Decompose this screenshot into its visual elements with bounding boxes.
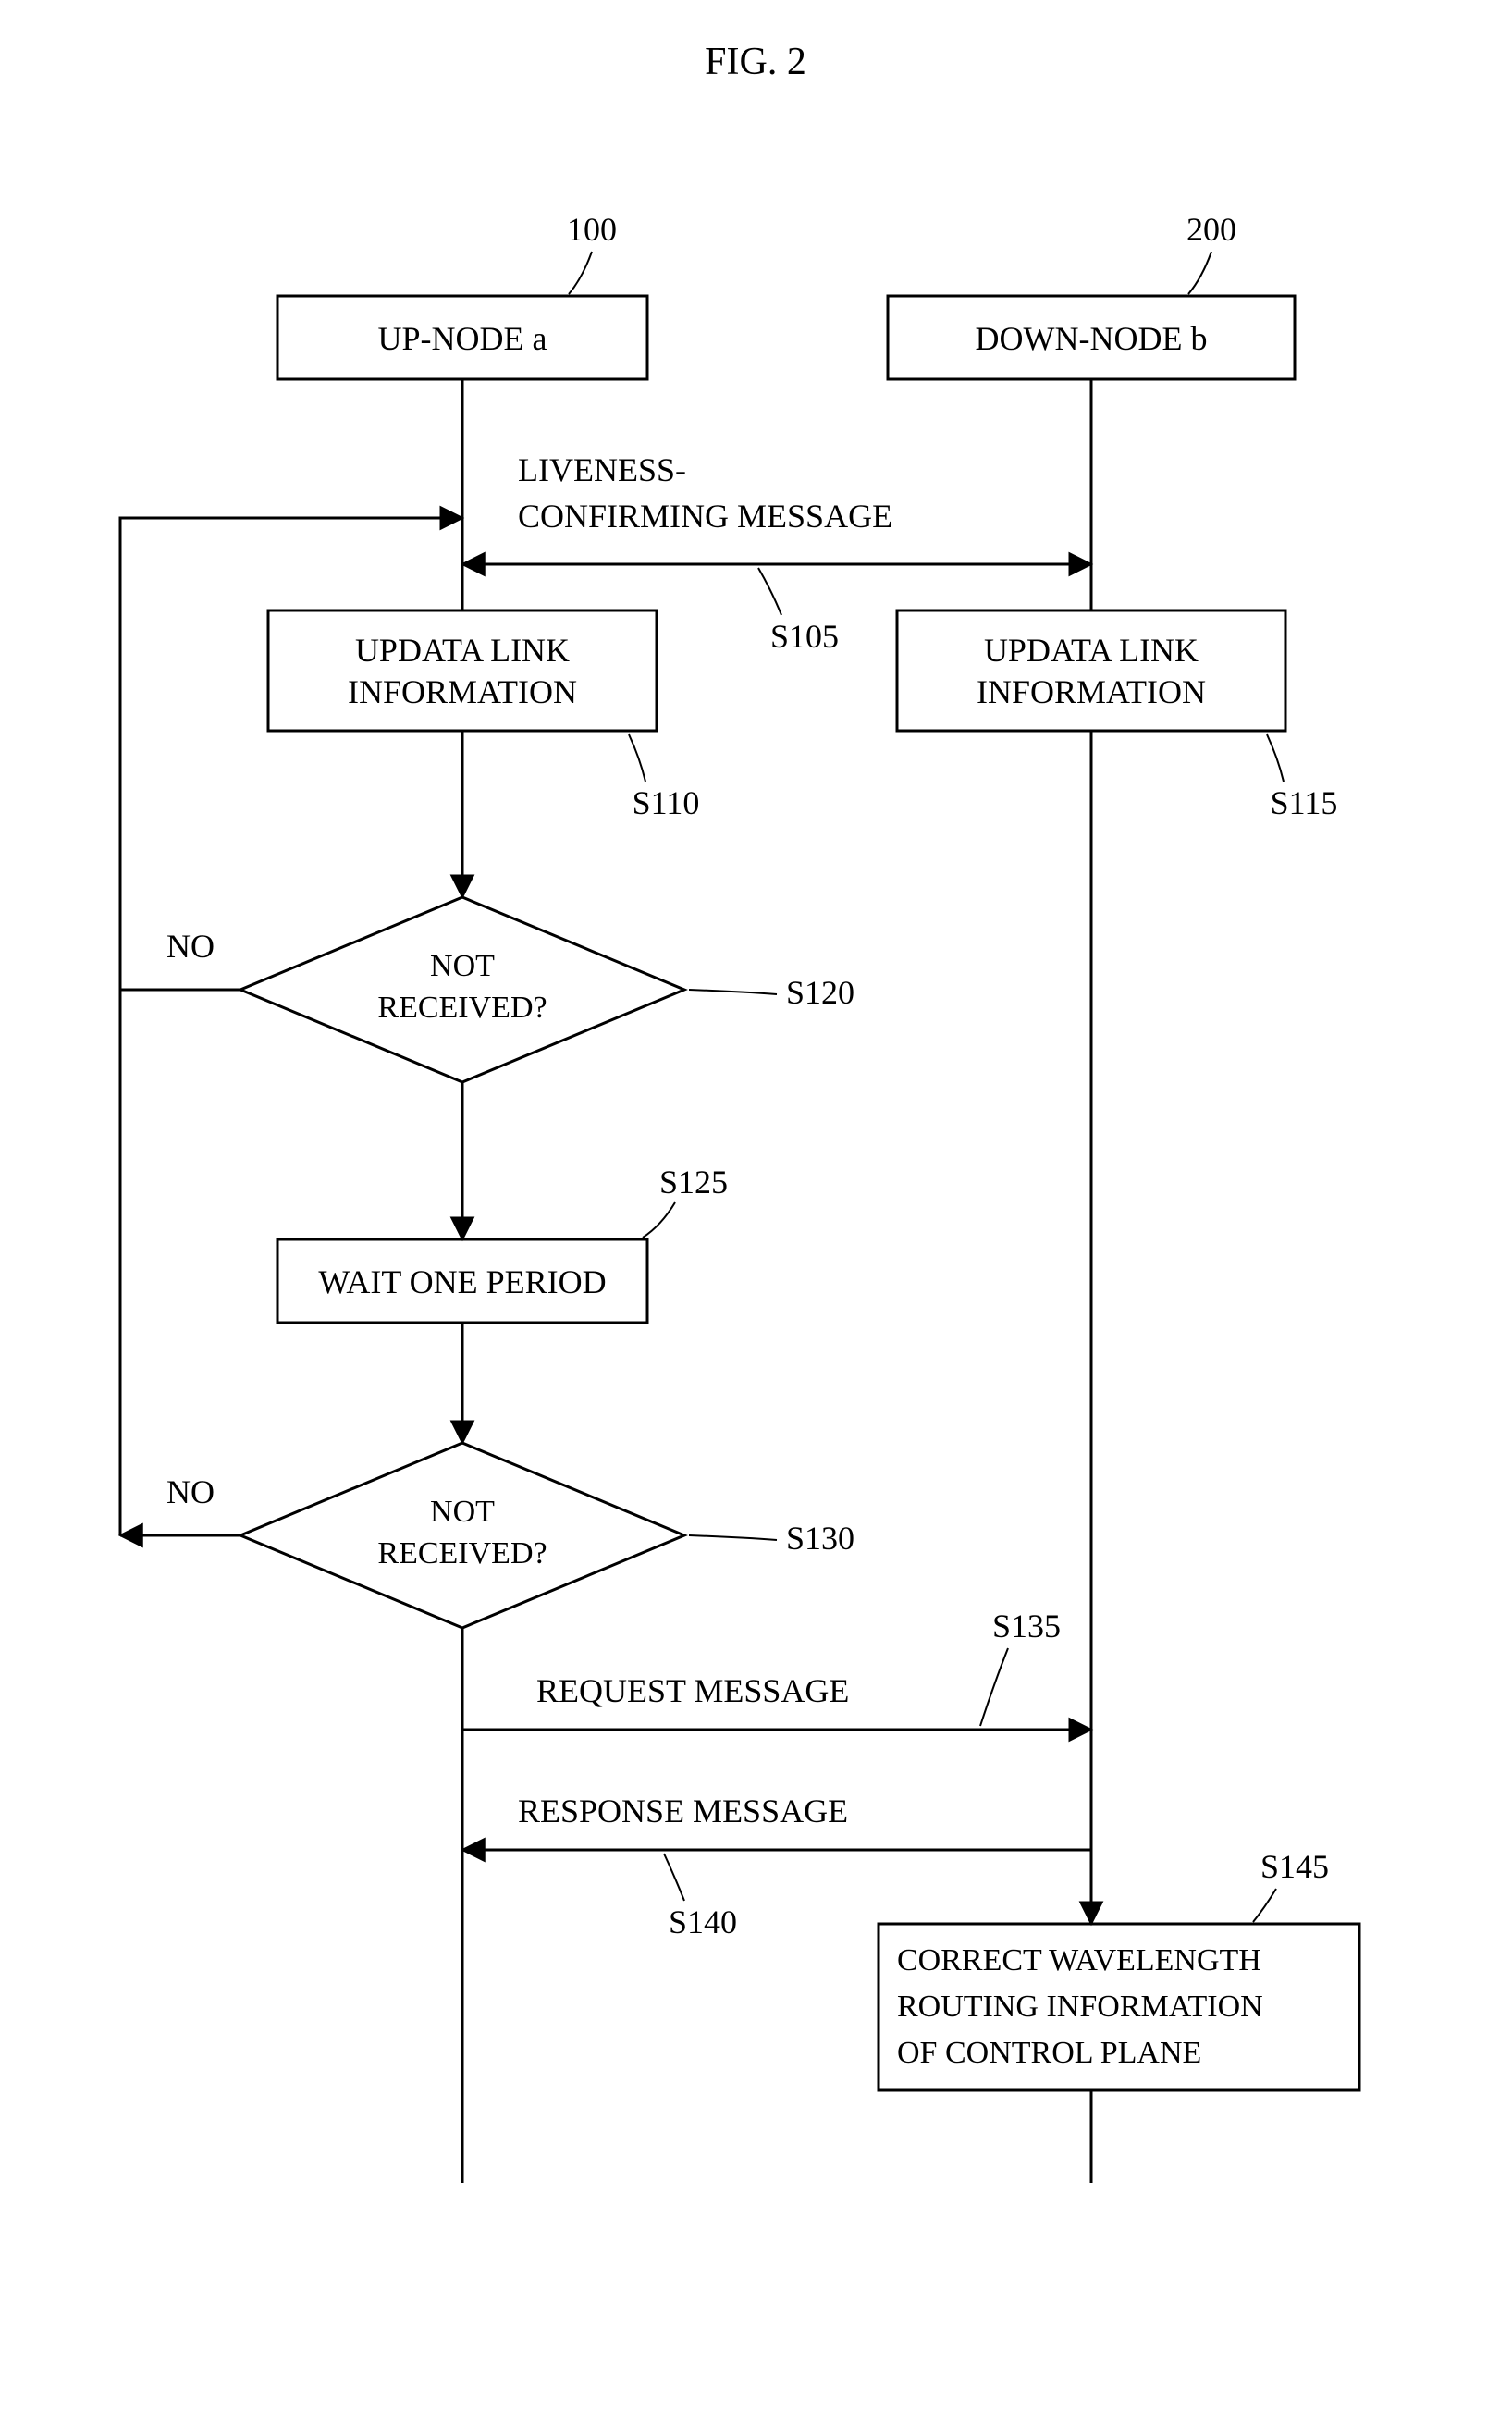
ref-s145-leader [1253,1889,1276,1922]
n115-line2: INFORMATION [977,673,1206,710]
ref-s110: S110 [633,784,700,821]
d130-line1: NOT [430,1495,495,1529]
figure-title: FIG. 2 [705,41,806,83]
ref-s140-leader [664,1854,684,1901]
n145-box: CORRECT WAVELENGTH ROUTING INFORMATION O… [879,1924,1359,2090]
n110-box: UPDATA LINK INFORMATION [268,610,657,731]
n145-line2: ROUTING INFORMATION [897,1990,1263,2024]
ref-s115: S115 [1271,784,1338,821]
down-node-box: DOWN-NODE b [888,296,1295,379]
up-node-box: UP-NODE a [277,296,647,379]
d130-diamond: NOT RECEIVED? [240,1443,684,1628]
msg-s105-text1: LIVENESS- [518,451,686,488]
ref-200-leader [1188,252,1211,294]
ref-s105-leader [758,568,781,615]
n125-box: WAIT ONE PERIOD [277,1239,647,1323]
n110-line2: INFORMATION [348,673,577,710]
d120-line1: NOT [430,949,495,983]
d130-line2: RECEIVED? [377,1536,547,1571]
up-node-label: UP-NODE a [378,320,547,357]
d130-no-label: NO [166,1473,215,1510]
msg-s140-label: RESPONSE MESSAGE [518,1793,848,1829]
ref-s120: S120 [786,974,854,1011]
d120-no-label: NO [166,928,215,965]
ref-100-leader [569,252,592,294]
ref-s140: S140 [669,1903,737,1940]
n115-line1: UPDATA LINK [984,632,1199,669]
ref-s105: S105 [770,618,839,655]
n145-line1: CORRECT WAVELENGTH [897,1943,1261,1977]
ref-s110-leader [629,734,645,782]
down-node-label: DOWN-NODE b [976,320,1208,357]
ref-s125: S125 [659,1164,728,1201]
ref-200: 200 [1186,211,1236,248]
ref-100: 100 [567,211,617,248]
ref-s145: S145 [1260,1848,1329,1885]
ref-s120-leader [689,990,777,994]
ref-s130: S130 [786,1520,854,1557]
msg-s105-text2: CONFIRMING MESSAGE [518,498,892,535]
ref-s115-leader [1267,734,1284,782]
d120-line2: RECEIVED? [377,991,547,1025]
ref-s130-leader [689,1535,777,1540]
ref-s135-leader [980,1648,1008,1726]
ref-s135: S135 [992,1608,1061,1645]
n145-line3: OF CONTROL PLANE [897,2036,1201,2070]
n110-line1: UPDATA LINK [355,632,570,669]
msg-s135-label: REQUEST MESSAGE [536,1672,849,1709]
n115-box: UPDATA LINK INFORMATION [897,610,1285,731]
ref-s125-leader [643,1202,675,1238]
n125-label: WAIT ONE PERIOD [318,1263,606,1300]
d120-diamond: NOT RECEIVED? [240,897,684,1082]
